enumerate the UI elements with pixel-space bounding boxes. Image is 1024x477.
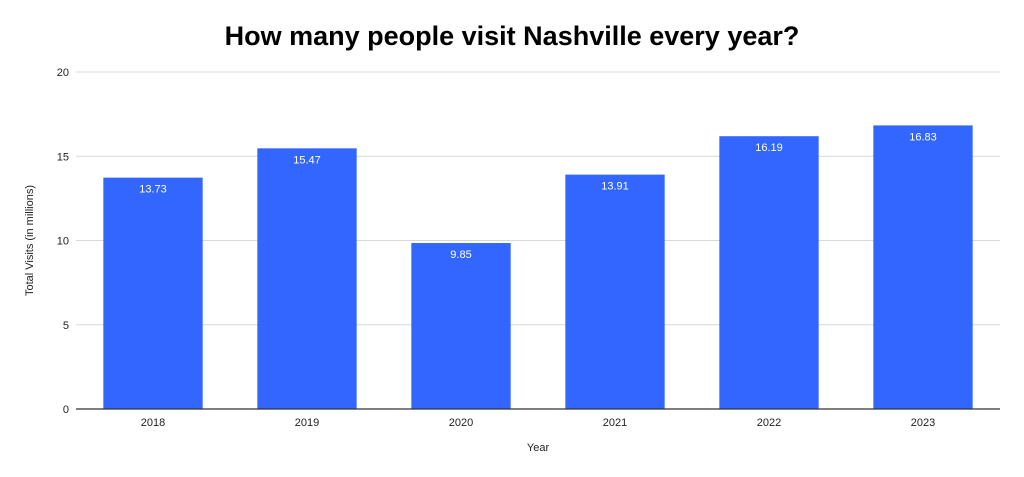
bar-2019 (257, 148, 357, 409)
x-tick-label-2022: 2022 (757, 417, 781, 429)
x-axis-title: Year (527, 442, 550, 454)
data-label-2022: 16.19 (755, 142, 783, 154)
y-axis-title: Total Visits (in millions) (24, 185, 36, 296)
data-label-2021: 13.91 (601, 181, 629, 193)
y-tick-label-10: 10 (57, 236, 69, 248)
x-tick-label-2020: 2020 (449, 417, 473, 429)
y-tick-label-20: 20 (57, 67, 69, 79)
gridlines (76, 71, 1000, 326)
bar-2023 (873, 125, 973, 410)
x-tick-label-2018: 2018 (141, 417, 165, 429)
y-tick-label-5: 5 (63, 320, 69, 332)
data-label-2019: 15.47 (293, 154, 321, 166)
y-axis-ticks: 0 5 10 15 20 (57, 67, 69, 416)
bar-2018 (103, 177, 203, 409)
chart-title: How many people visit Nashville every ye… (224, 21, 800, 51)
bar-2022 (719, 136, 819, 410)
bars (103, 125, 973, 410)
data-label-2020: 9.85 (450, 249, 471, 261)
bar-2020 (411, 243, 511, 409)
x-tick-label-2019: 2019 (295, 417, 319, 429)
y-tick-label-0: 0 (63, 404, 69, 416)
x-axis-ticks: 2018 2019 2020 2021 2022 2023 (141, 417, 935, 429)
x-tick-label-2021: 2021 (603, 417, 627, 429)
x-tick-label-2023: 2023 (911, 417, 935, 429)
data-label-2023: 16.83 (909, 131, 937, 143)
y-tick-label-15: 15 (57, 151, 69, 163)
bar-2021 (565, 174, 665, 409)
data-labels: 13.73 15.47 9.85 13.91 16.19 16.83 (139, 131, 937, 261)
data-label-2018: 13.73 (139, 184, 167, 196)
